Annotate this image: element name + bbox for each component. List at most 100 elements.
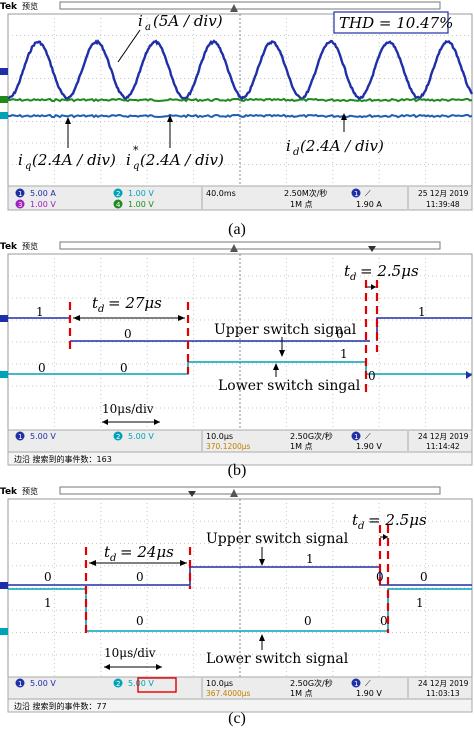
caption-c: (c) <box>228 710 246 727</box>
label-id: i d (2.4A / div) <box>286 137 384 158</box>
level-label: 0 <box>38 361 46 375</box>
mode-label: 预览 <box>22 1 38 11</box>
oscilloscope-panel-b: Tek 预览 t d = 27μs t d = 2.5μs 1 0 0 1 0 … <box>0 240 474 470</box>
arrow-left-icon <box>89 560 96 566</box>
trigger-position-icon <box>230 489 238 497</box>
svg-text:3: 3 <box>18 201 22 209</box>
svg-text:1: 1 <box>354 190 358 198</box>
arrow-left-icon <box>102 419 108 425</box>
level-label: 0 <box>120 361 128 375</box>
level-label: 0 <box>304 614 312 628</box>
record-bar <box>59 241 441 250</box>
svg-text:*: * <box>133 144 139 157</box>
thd-box <box>333 11 449 34</box>
status-bar-a: 1 5.00 A 3 1.00 V 2 1.00 V 4 1.00 V 40.0… <box>7 185 473 211</box>
lower-trace <box>8 588 472 632</box>
ch1-marker-icon <box>0 68 8 75</box>
svg-text:1: 1 <box>18 680 22 688</box>
cursor-position: 370.1200μs <box>206 442 251 451</box>
graticule <box>8 499 472 677</box>
svg-text:= 2.5μs: = 2.5μs <box>368 511 427 529</box>
upper-switch-label: Upper switch signal <box>206 531 349 547</box>
svg-text:t: t <box>352 511 359 529</box>
svg-text:1: 1 <box>18 190 22 198</box>
svg-text:= 27μs: = 27μs <box>108 294 162 312</box>
ch3-scale: 1.00 V <box>30 200 56 209</box>
caption-b: (b) <box>227 462 247 479</box>
ch1-marker-icon <box>0 582 8 589</box>
sample-rate: 2.50G次/秒 <box>290 431 333 441</box>
sample-rate: 2.50M次/秒 <box>284 188 327 198</box>
arrow-right-icon <box>178 315 185 321</box>
svg-text:2: 2 <box>116 680 120 688</box>
record-length: 1M 点 <box>290 689 313 698</box>
label-td: t d = 24μs <box>104 543 174 564</box>
svg-text:d: d <box>293 147 299 158</box>
svg-text:q: q <box>133 161 139 172</box>
brand-label: Tek <box>0 487 18 497</box>
ch2-scale: 1.00 V <box>128 189 154 198</box>
sample-rate: 2.50G次/秒 <box>290 678 333 688</box>
svg-text:2: 2 <box>116 190 120 198</box>
ch2-marker-icon <box>0 371 8 378</box>
arrow-down-icon <box>279 350 285 357</box>
highlight-box <box>137 677 177 693</box>
timebase: 10.0μs <box>206 679 233 688</box>
svg-text:4: 4 <box>116 201 121 209</box>
trigger-position-icon <box>230 244 238 252</box>
mode-label: 预览 <box>22 241 38 251</box>
time-scale-label: 10μs/div <box>102 402 154 416</box>
label-iq-reference: i q * (2.4A / div) <box>126 144 224 172</box>
ch2-marker-icon <box>0 628 8 635</box>
cursor-marker-icon <box>188 491 196 497</box>
screen-b <box>7 253 473 431</box>
graticule <box>8 254 472 430</box>
level-label: 1 <box>306 552 314 566</box>
level-label: 0 <box>136 570 144 584</box>
label-ia: i a (5A / div) <box>138 12 223 33</box>
label-td-small: t d = 2.5μs <box>352 511 427 532</box>
upper-trace <box>8 566 472 586</box>
svg-text:d: d <box>350 272 356 283</box>
svg-text:1: 1 <box>354 433 358 441</box>
trigger-position-icon <box>230 4 238 12</box>
svg-text:i: i <box>18 151 23 169</box>
status-bar-c: 1 5.00 V 2 5.00 V 10.0μs 367.4000μs 2.50… <box>7 676 473 713</box>
level-label: 1 <box>340 347 348 361</box>
record-length: 1M 点 <box>290 442 313 451</box>
level-label: 0 <box>420 570 428 584</box>
svg-text:i: i <box>286 137 291 155</box>
trace-id <box>7 113 473 119</box>
level-label: 0 <box>368 369 376 383</box>
svg-text:t: t <box>104 543 111 561</box>
level-label: 0 <box>376 570 384 584</box>
arrow-left-icon <box>73 315 80 321</box>
svg-text:(2.4A / div): (2.4A / div) <box>140 151 224 169</box>
arrow-right-icon <box>154 419 160 425</box>
level-label: 1 <box>36 305 44 319</box>
lower-switch-label: Lower switch signal <box>206 651 349 667</box>
level-label: 0 <box>124 327 132 341</box>
arrow-right-icon <box>180 560 187 566</box>
ch1-marker-icon <box>0 315 8 322</box>
svg-text:1: 1 <box>18 433 22 441</box>
mode-label: 预览 <box>22 486 38 496</box>
ch1-scale: 5.00 V <box>30 432 56 441</box>
svg-text:i: i <box>138 12 143 30</box>
level-label: 1 <box>418 305 426 319</box>
level-label: 1 <box>416 596 424 610</box>
arrow-right-icon <box>383 534 388 540</box>
ch4-marker-icon <box>0 96 8 103</box>
svg-text:1: 1 <box>354 680 358 688</box>
svg-text:(5A / div): (5A / div) <box>153 12 223 30</box>
svg-text:d: d <box>98 304 104 315</box>
cursor-marker-icon <box>368 246 376 252</box>
search-results: 边沿 搜索到的事件数：163 <box>14 454 112 464</box>
trace-ia <box>7 39 474 101</box>
brand-label: Tek <box>0 2 18 12</box>
scope-b-svg: Tek 预览 t d = 27μs t d = 2.5μs 1 0 0 1 0 … <box>0 241 473 466</box>
date: 24 12月 2019 <box>418 679 469 688</box>
scope-c-svg: Tek 预览 t d = 24μs t d = 2.5μs 0 0 1 0 0 … <box>0 486 473 713</box>
svg-text:⟋: ⟋ <box>365 189 371 198</box>
ch2-marker-icon <box>0 112 8 119</box>
